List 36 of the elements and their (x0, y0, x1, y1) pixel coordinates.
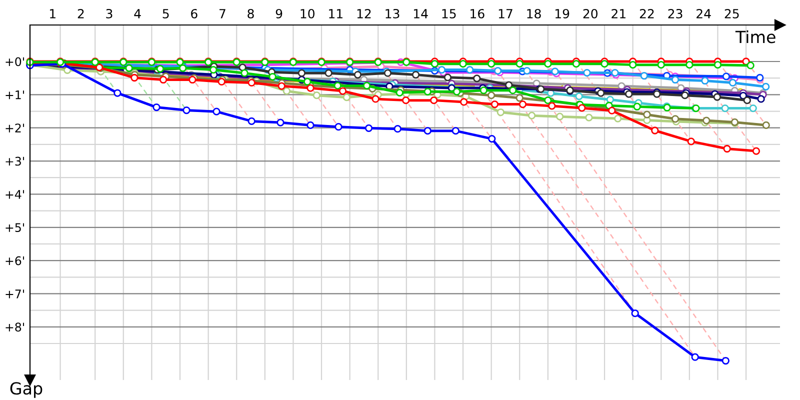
x-tick-label: 4 (134, 9, 141, 18)
x-tick-label: 3 (106, 8, 112, 18)
x-tick-label: 25 (724, 8, 739, 18)
x-tick-label: 21 (612, 8, 626, 18)
x-tick-label: 8 (248, 8, 254, 18)
x-tick-label: 14 (414, 9, 428, 18)
x-tick-label: 19 (555, 8, 570, 18)
y-tick-label: +0' (6, 57, 24, 66)
x-tick-label: 18 (527, 8, 541, 18)
y-tick-label: +5' (6, 223, 24, 232)
y-axis-title: Gap (10, 382, 42, 398)
x-tick-label: 7 (220, 9, 226, 18)
x-tick-label: 23 (668, 8, 682, 18)
y-tick-label: +8' (6, 322, 24, 332)
x-tick-label: 6 (191, 8, 198, 18)
x-tick-label: 9 (276, 8, 282, 18)
y-tick-label: +4' (6, 190, 24, 199)
y-tick-label: +3' (6, 156, 24, 166)
x-tick-label: 2 (78, 8, 84, 18)
y-tick-label: +1' (6, 90, 24, 100)
y-tick-label: +7' (6, 290, 24, 298)
x-tick-label: 24 (696, 8, 711, 18)
x-tick-label: 1 (50, 9, 56, 18)
y-tick-label: +6' (6, 256, 24, 266)
x-tick-label: 12 (357, 8, 371, 18)
x-axis-title: Time (735, 30, 776, 44)
x-tick-label: 5 (162, 9, 169, 18)
x-tick-label: 10 (300, 8, 314, 18)
x-tick-label: 20 (583, 8, 598, 18)
x-tick-label: 15 (442, 9, 456, 18)
x-tick-label: 13 (386, 8, 400, 18)
x-tick-label: 16 (470, 8, 484, 18)
x-tick-label: 11 (329, 9, 342, 18)
y-tick-label: +2' (6, 124, 24, 132)
x-tick-label: 17 (498, 9, 512, 18)
x-tick-label: 22 (640, 8, 654, 18)
